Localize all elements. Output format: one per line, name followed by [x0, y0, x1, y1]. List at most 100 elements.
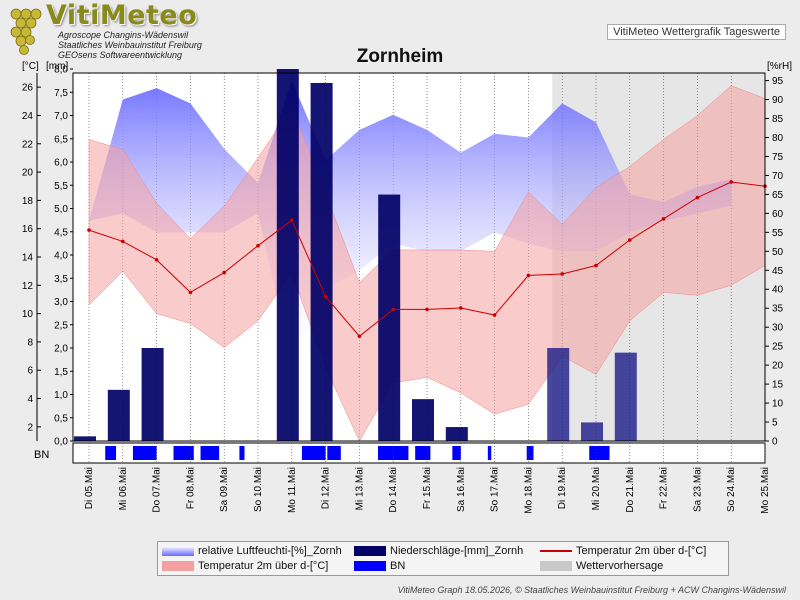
temperature-point [526, 273, 531, 278]
rain-tick-label: 7,5 [54, 88, 68, 99]
humidity-tick-label: 35 [772, 304, 784, 315]
date-tick-label: Di 05.Mai [84, 467, 95, 509]
temperature-point [222, 270, 226, 275]
rain-bar [74, 436, 96, 441]
rain-bar [107, 389, 130, 441]
temperature-point [290, 218, 294, 222]
date-tick-label: Mi 06.Mai [118, 467, 129, 510]
rain-bar [412, 399, 434, 441]
humidity-tick-label: 85 [772, 114, 784, 125]
humidity-tick-label: 65 [772, 190, 784, 201]
humidity-tick-label: 40 [772, 285, 784, 296]
legend-label: Temperatur 2m über d-[°C] [198, 560, 329, 572]
temperature-point [695, 195, 700, 200]
temp-tick-label: 10 [22, 309, 34, 320]
legend-swatch [354, 561, 386, 571]
temp-tick-label: 22 [22, 139, 34, 150]
rain-bar [310, 82, 333, 441]
humidity-tick-label: 5 [772, 418, 778, 429]
rain-tick-label: 2,5 [54, 320, 68, 331]
logo-line-1: Agroscope Changins-Wädenswil [58, 30, 189, 40]
temp-tick-label: 4 [27, 394, 33, 405]
rain-bar [141, 348, 164, 441]
temperature-point [391, 307, 396, 312]
rain-tick-label: 2,0 [54, 344, 68, 355]
humidity-tick-label: 80 [772, 133, 784, 144]
humidity-axis-label: [%rH] [767, 61, 792, 72]
rain-tick-label: 5,5 [54, 181, 68, 192]
date-tick-label: Fr 22.Mai [659, 467, 670, 509]
rain-tick-label: 5,0 [54, 204, 68, 215]
date-tick-label: Mo 25.Mai [760, 467, 771, 514]
logo-line-2: Staatliches Weinbauinstitut Freiburg [58, 40, 202, 50]
date-tick-label: Sa 16.Mai [456, 467, 467, 512]
bn-segment [173, 446, 194, 460]
rain-bar [614, 352, 637, 441]
rain-tick-label: 0,5 [54, 413, 68, 424]
date-tick-label: Fr 08.Mai [185, 467, 196, 509]
temperature-point [729, 180, 733, 184]
temp-tick-label: 24 [22, 111, 34, 122]
rain-tick-label: 3,5 [54, 274, 68, 285]
legend-swatch [540, 561, 572, 571]
humidity-tick-label: 30 [772, 323, 784, 334]
legend-item-temp-line: Temperatur 2m über d-[°C] [540, 545, 706, 557]
temp-tick-label: 12 [22, 281, 34, 292]
temperature-point [323, 294, 328, 299]
temp-axis-label: [°C] [22, 61, 39, 72]
legend-swatch [162, 546, 194, 556]
rain-tick-label: 0,0 [54, 437, 68, 448]
humidity-tick-label: 50 [772, 247, 784, 258]
legend-item-forecast: Wettervorhersage [540, 560, 663, 572]
temperature-point [560, 272, 564, 276]
legend-label: Wettervorhersage [576, 560, 664, 572]
bn-segment [105, 446, 117, 460]
date-tick-label: Do 07.Mai [152, 467, 163, 513]
rain-axis-label: [mm] [46, 61, 68, 72]
legend-label: BN [390, 560, 406, 572]
temp-tick-label: 16 [22, 224, 34, 235]
bn-segment [200, 446, 220, 460]
weather-chart: 2468101214161820222426[°C]0,00,51,01,52,… [22, 61, 792, 514]
rain-tick-label: 4,5 [54, 227, 68, 238]
legend-swatch [162, 561, 194, 571]
rain-tick-label: 4,0 [54, 251, 68, 262]
temperature-point [256, 243, 260, 248]
legend-item-bn: BN [354, 560, 405, 572]
humidity-tick-label: 55 [772, 228, 784, 239]
chart-title: Zornheim [356, 46, 444, 67]
rain-tick-label: 6,0 [54, 158, 68, 169]
legend-label: Niederschläge-[mm]_Zornh [390, 545, 524, 557]
date-tick-label: Di 12.Mai [321, 467, 332, 509]
temperature-point [425, 307, 429, 312]
humidity-tick-label: 75 [772, 152, 784, 163]
date-tick-label: Fr 15.Mai [422, 467, 433, 509]
temperature-point [357, 334, 362, 339]
bn-segment [487, 446, 492, 460]
temperature-point [188, 290, 193, 295]
humidity-tick-label: 70 [772, 171, 784, 182]
rain-bar [547, 348, 570, 441]
humidity-tick-label: 95 [772, 76, 784, 87]
temp-tick-label: 2 [27, 422, 33, 433]
rain-bar [445, 427, 468, 441]
temperature-point [87, 228, 91, 232]
temperature-point [628, 238, 632, 242]
rain-tick-label: 1,0 [54, 390, 68, 401]
bn-segment [589, 446, 610, 460]
legend-item-humidity: relative Luftfeuchti-[%]_Zornh [162, 545, 342, 557]
date-tick-label: Mi 20.Mai [591, 467, 602, 510]
humidity-tick-label: 0 [772, 437, 778, 448]
date-tick-label: So 24.Mai [726, 467, 737, 512]
legend-label: relative Luftfeuchti-[%]_Zornh [198, 545, 342, 557]
humidity-tick-label: 25 [772, 342, 784, 353]
bn-segment [526, 446, 534, 460]
date-tick-label: So 17.Mai [490, 467, 501, 512]
rain-tick-label: 3,0 [54, 297, 68, 308]
date-tick-label: Mi 13.Mai [354, 467, 365, 510]
legend-swatch [540, 550, 572, 552]
humidity-tick-label: 15 [772, 380, 784, 391]
bn-segment [132, 446, 157, 460]
temp-tick-label: 18 [22, 196, 34, 207]
legend-swatch [354, 546, 386, 556]
